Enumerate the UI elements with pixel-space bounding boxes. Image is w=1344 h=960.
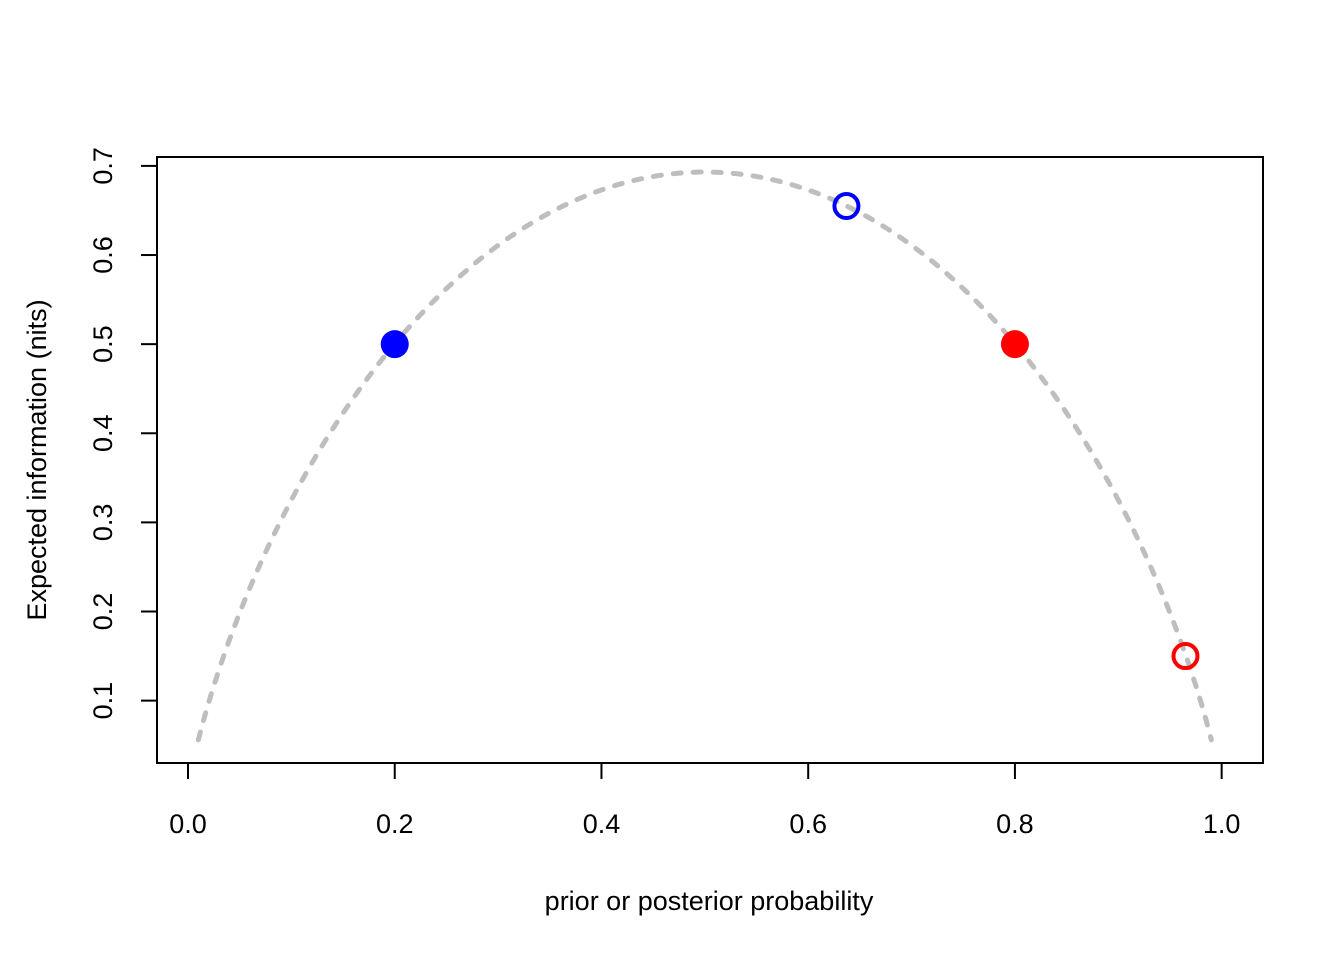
y-tick-label: 0.5 (88, 325, 118, 363)
y-axis: 0.1 0.2 0.3 0.4 0.5 0.6 0.7 (88, 147, 158, 720)
data-point-1 (380, 330, 409, 359)
x-tick-label: 0.6 (789, 809, 827, 839)
y-tick-label: 0.1 (88, 682, 118, 720)
x-tick-label: 0.8 (996, 809, 1034, 839)
x-tick-label: 0.2 (376, 809, 414, 839)
y-axis-title: Expected information (nits) (22, 299, 52, 620)
y-tick-label: 0.3 (88, 504, 118, 542)
entropy-curve (195, 169, 1214, 743)
data-points (380, 192, 1200, 671)
x-tick-label: 0.4 (583, 809, 621, 839)
y-tick-label: 0.6 (88, 236, 118, 274)
y-tick-label: 0.7 (88, 147, 118, 185)
x-tick-label: 0.0 (169, 809, 207, 839)
y-tick-label: 0.4 (88, 414, 118, 452)
x-axis-title: prior or posterior probability (545, 886, 874, 916)
x-axis: 0.0 0.2 0.4 0.6 0.8 1.0 (169, 762, 1241, 839)
x-tick-label: 1.0 (1203, 809, 1241, 839)
data-point-2 (832, 192, 861, 221)
data-point-4 (1171, 642, 1200, 671)
y-tick-label: 0.2 (88, 593, 118, 631)
data-point-3 (1000, 330, 1029, 359)
